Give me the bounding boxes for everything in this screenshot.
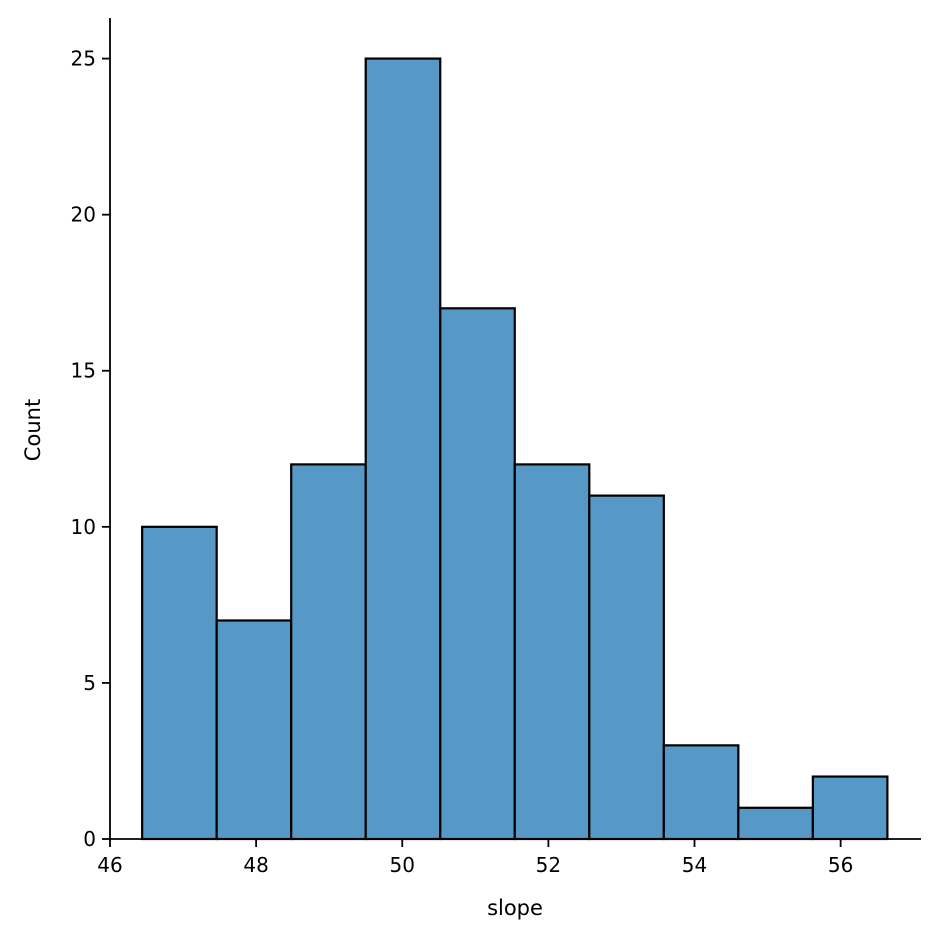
histogram-bar-5 — [513, 463, 591, 841]
histogram-bar-4 — [439, 307, 516, 841]
histogram-bar-6 — [588, 494, 665, 841]
histogram-bar-1 — [215, 619, 293, 841]
x-tick-label: 52 — [536, 853, 561, 877]
x-tick-label: 56 — [828, 853, 853, 877]
x-tick-label: 50 — [390, 853, 415, 877]
y-tick-label: 25 — [71, 47, 96, 71]
y-tick-label: 10 — [71, 515, 96, 539]
x-tick-label: 48 — [243, 853, 268, 877]
x-axis-label: slope — [487, 896, 543, 920]
y-tick-label: 5 — [83, 671, 96, 695]
bars-group — [141, 57, 889, 841]
y-ticks-group: 0 5 10 15 20 25 — [71, 47, 110, 851]
x-ticks-group: 46 48 50 52 54 56 — [97, 839, 853, 877]
histogram-bar-0 — [141, 525, 218, 841]
histogram-bar-8 — [737, 806, 814, 841]
y-axis-label: Count — [21, 399, 45, 461]
histogram-bar-9 — [811, 775, 889, 841]
y-tick-label: 0 — [83, 827, 96, 851]
histogram-bar-3 — [364, 57, 442, 841]
x-tick-label: 46 — [97, 853, 122, 877]
y-tick-label: 15 — [71, 359, 96, 383]
y-tick-label: 20 — [71, 203, 96, 227]
histogram-bar-2 — [290, 463, 367, 841]
axes-spines — [109, 18, 921, 840]
histogram-bar-7 — [662, 744, 740, 841]
x-tick-label: 54 — [682, 853, 707, 877]
